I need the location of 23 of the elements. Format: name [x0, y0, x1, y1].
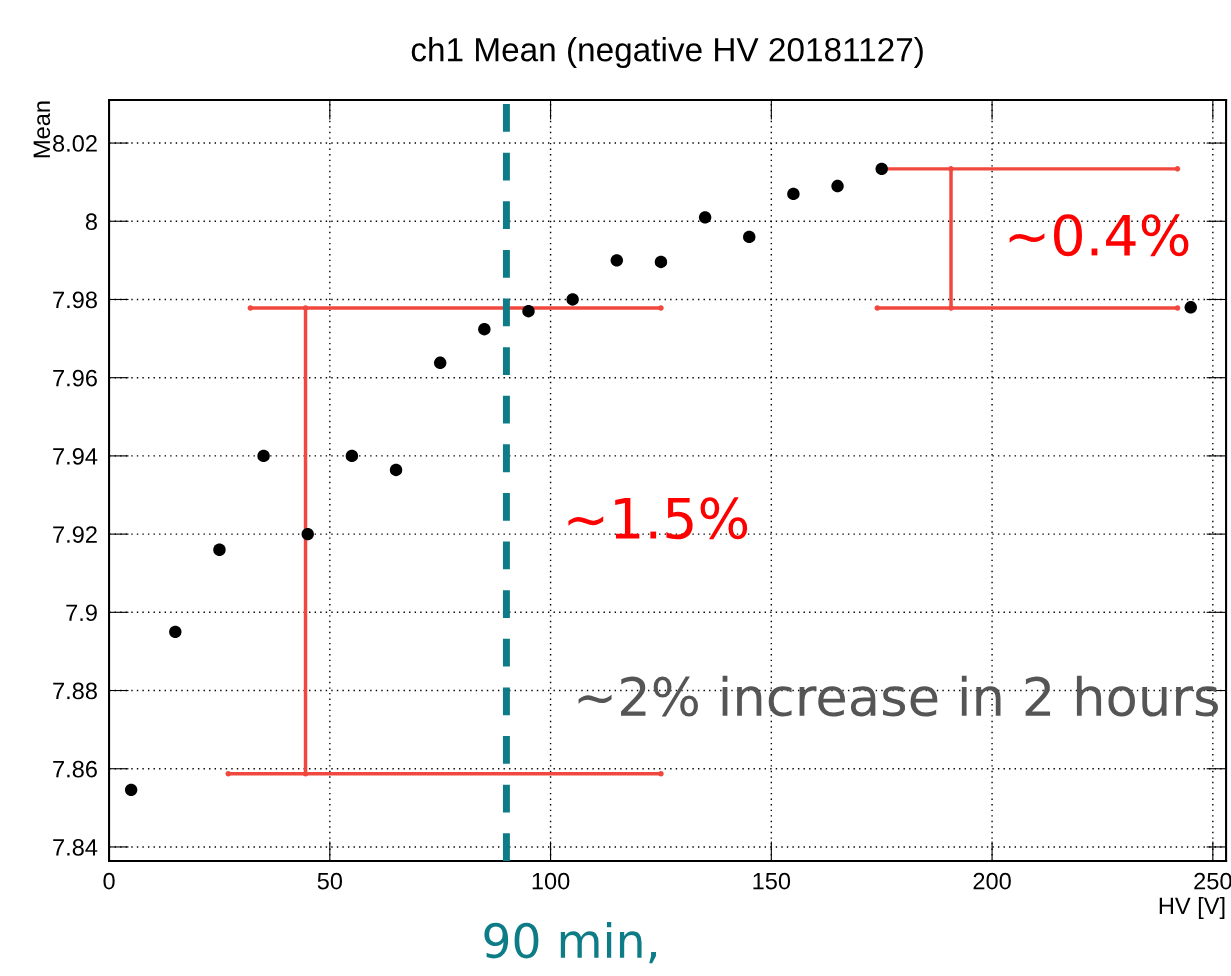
y-tick-label: 7.98	[53, 291, 97, 309]
y-tick-label: 7.84	[53, 839, 98, 856]
y-tick-label: 8.02	[53, 135, 97, 152]
y-tick-label: 7.88	[53, 682, 97, 700]
y-tick-label: 7.86	[53, 760, 97, 778]
y-tick-label: 8	[85, 213, 97, 231]
y-tick-label: 7.9	[66, 604, 97, 622]
x-tick-label: 200	[973, 872, 1011, 890]
x-tick-label: 250	[1194, 872, 1231, 890]
chart-title: ch1 Mean (negative HV 20181127)	[411, 36, 923, 69]
x-tick-label: 0	[103, 872, 115, 890]
x-tick-label: 100	[532, 872, 570, 890]
y-tick-label: 7.96	[53, 369, 97, 387]
y-axis-title: Mean	[33, 101, 51, 158]
y-tick-label: 7.92	[53, 526, 97, 543]
annotation: ~2% increase in 2 hours	[578, 675, 1218, 717]
x-axis-title: HV [V]	[1159, 896, 1225, 919]
annotation: ~0.4%	[1009, 214, 1189, 257]
ref-line-label: 90 min,	[484, 921, 656, 964]
annotation: ~1.5%	[568, 497, 748, 540]
x-tick-label: 150	[753, 872, 791, 890]
x-tick-label: 50	[317, 872, 343, 890]
y-tick-label: 7.94	[53, 447, 98, 465]
